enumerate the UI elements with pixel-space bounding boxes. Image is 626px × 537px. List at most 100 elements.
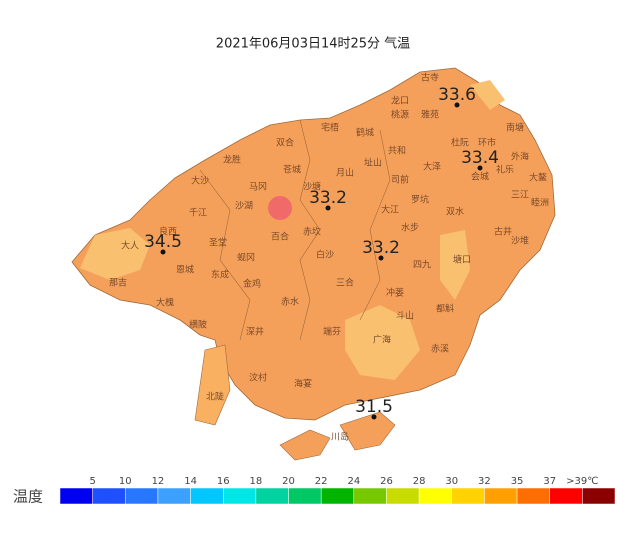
legend-label: 10 <box>119 476 132 487</box>
place-label: 会城 <box>471 171 489 183</box>
legend-label: 20 <box>282 476 295 487</box>
legend-swatch <box>549 487 583 505</box>
place-label: 大沙 <box>191 175 209 187</box>
place-label: 海宴 <box>294 378 312 390</box>
legend-swatch <box>255 487 289 505</box>
place-label: 汶村 <box>249 372 267 384</box>
legend-swatch <box>125 487 159 505</box>
legend-swatch <box>59 487 93 505</box>
region-map <box>71 67 556 461</box>
place-label: 环市 <box>478 137 496 149</box>
legend-label: 28 <box>413 476 426 487</box>
warm-area <box>80 228 150 280</box>
station-value: 33.2 <box>362 238 400 258</box>
island <box>339 411 396 451</box>
place-label: 沙塘 <box>303 181 321 193</box>
place-label: 桃源 <box>391 109 409 121</box>
place-label: 古井 <box>494 226 512 238</box>
place-label: 横陂 <box>189 319 207 331</box>
place-label: 斗山 <box>396 311 414 322</box>
place-label: 水步 <box>401 222 419 234</box>
place-label: 杜阮 <box>451 137 469 149</box>
place-label: 恩城 <box>176 265 194 276</box>
place-label: 那吉 <box>109 278 127 289</box>
warm-area <box>345 305 420 380</box>
legend-label: 16 <box>217 476 230 487</box>
legend-swatch <box>484 487 518 505</box>
place-label: 百合 <box>271 231 289 243</box>
station-value: 33.4 <box>461 148 499 168</box>
place-label: 睦洲 <box>531 197 549 209</box>
legend-swatch <box>92 487 126 505</box>
legend-swatch <box>222 487 257 505</box>
place-label: 罗坑 <box>411 194 429 206</box>
place-label: 金鸡 <box>243 278 261 290</box>
place-label: 司前 <box>391 174 409 186</box>
legend-label: 32 <box>478 476 491 487</box>
legend-title: 温度 <box>13 488 43 506</box>
legend-swatch <box>451 487 485 505</box>
place-label: 赤溪 <box>431 343 449 355</box>
place-label: 月山 <box>336 168 354 179</box>
place-label: 苍城 <box>283 164 301 176</box>
place-label: 大江 <box>381 204 399 216</box>
island <box>279 429 331 461</box>
station-value: 33.2 <box>309 188 347 208</box>
boundary <box>199 119 391 341</box>
place-label: 址山 <box>364 157 382 169</box>
place-label: 四九 <box>413 260 431 271</box>
place-label: 赤水 <box>281 296 299 308</box>
station-value: 33.6 <box>438 85 476 105</box>
station-value: 31.5 <box>355 397 393 417</box>
legend-swatch <box>582 487 616 505</box>
place-label: 广海 <box>373 334 391 346</box>
place-label: 大槐 <box>156 297 174 309</box>
legend-label: 22 <box>315 476 328 487</box>
place-label: 大人 <box>121 240 139 252</box>
place-label: 鹤城 <box>356 127 374 139</box>
place-label: 雅苑 <box>421 109 439 121</box>
place-label: 北陡 <box>206 391 224 403</box>
place-label: 大鳌 <box>529 172 547 184</box>
place-label: 塘口 <box>453 254 471 266</box>
legend-swatch <box>353 487 387 505</box>
legend-label: 35 <box>511 476 524 487</box>
place-label: 沙堆 <box>511 236 529 247</box>
place-label: 东成 <box>211 269 229 281</box>
legend-swatch <box>190 487 224 505</box>
legend-label: 18 <box>250 476 263 487</box>
legend-swatch <box>516 487 550 505</box>
legend-label: 5 <box>89 476 95 487</box>
place-label: 深井 <box>246 326 264 338</box>
legend-label: 26 <box>380 476 393 487</box>
legend-swatch <box>157 487 191 505</box>
place-label: 川岛 <box>331 431 349 443</box>
place-label: 双合 <box>276 137 294 149</box>
station-dot <box>378 255 384 261</box>
place-label: 冲蒌 <box>386 287 404 299</box>
warm-area <box>470 80 505 110</box>
place-label: 龙胜 <box>223 154 241 166</box>
place-label: 三合 <box>336 277 354 289</box>
warm-area <box>440 230 470 300</box>
legend-label: 30 <box>445 476 458 487</box>
station-dot <box>371 414 377 420</box>
place-label: 大泽 <box>423 161 441 173</box>
mainland <box>71 67 556 421</box>
station-dot <box>160 249 166 255</box>
station-dot <box>325 205 331 211</box>
place-label: 沙湖 <box>235 201 253 212</box>
place-label: 马冈 <box>249 182 267 193</box>
place-label: 千江 <box>189 208 207 219</box>
legend-label: 24 <box>347 476 360 487</box>
place-label: 圣堂 <box>209 237 227 249</box>
legend-label: >39℃ <box>566 476 598 487</box>
legend-label: 37 <box>543 476 556 487</box>
place-label: 三江 <box>511 190 529 201</box>
place-label: 龙口 <box>391 95 409 107</box>
place-label: 都斛 <box>436 303 454 315</box>
place-label: 良西 <box>159 226 177 238</box>
place-label: 端芬 <box>323 326 341 338</box>
station-dot <box>454 102 460 108</box>
